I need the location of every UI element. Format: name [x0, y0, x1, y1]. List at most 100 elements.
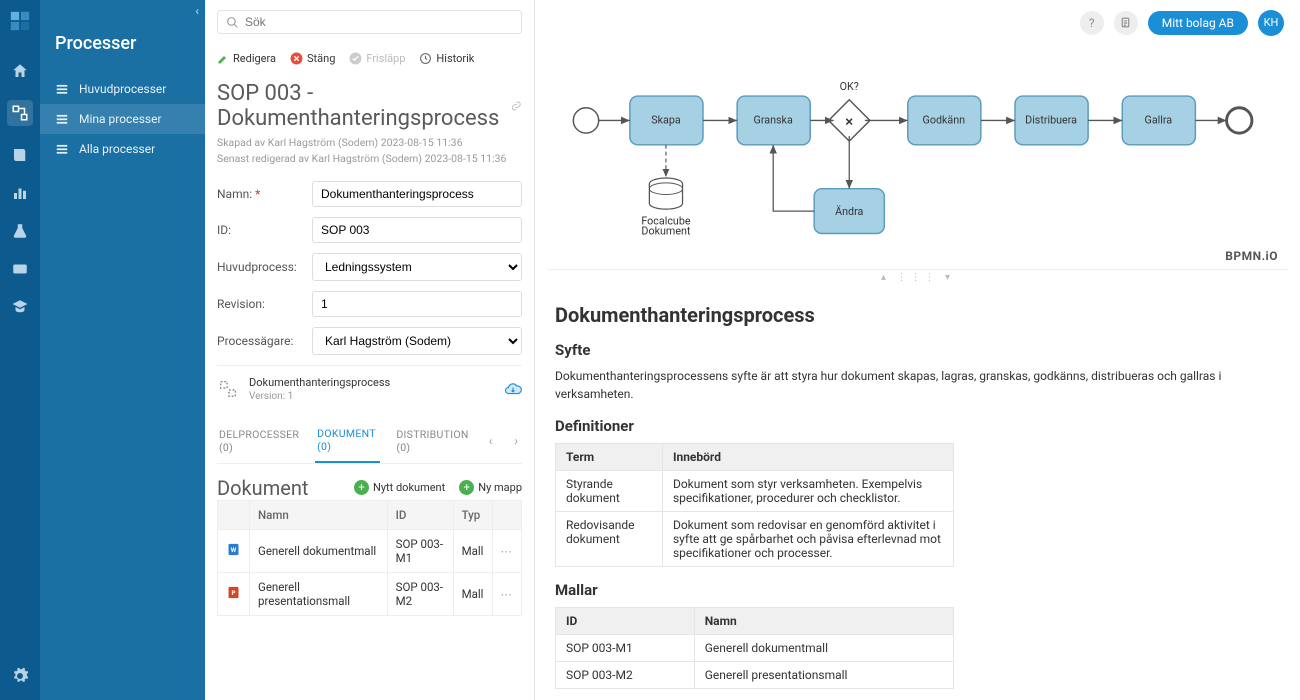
close-icon — [290, 52, 303, 65]
pencil-icon — [217, 53, 229, 65]
settings-icon[interactable] — [11, 667, 29, 685]
app-logo-icon — [9, 10, 31, 32]
name-input[interactable] — [312, 181, 522, 207]
documents-table: Namn ID Typ W Generell dokumentmall SOP … — [217, 500, 522, 616]
definitions-table: TermInnebörd Styrande dokumentDokument s… — [555, 443, 954, 567]
p-syfte: Dokumenthanteringsprocessens syfte är at… — [555, 367, 1280, 403]
heading-mallar: Mallar — [555, 581, 1280, 599]
tab-subprocesses[interactable]: DELPROCESSER (0) — [217, 420, 301, 462]
svg-text:Distribuera: Distribuera — [1025, 113, 1077, 126]
list-icon — [55, 112, 69, 126]
svg-text:Dokument: Dokument — [641, 225, 690, 238]
file-version: Version: 1 — [249, 390, 390, 403]
sidenav-label: Huvudprocesser — [79, 82, 166, 96]
bpmn-start-event[interactable] — [573, 108, 598, 133]
tab-distribution[interactable]: DISTRIBUTION (0) — [394, 420, 470, 462]
bpmn-end-event[interactable] — [1227, 108, 1252, 133]
svg-text:Granska: Granska — [754, 113, 793, 126]
process-file-icon — [217, 378, 239, 400]
user-avatar[interactable]: KH — [1258, 10, 1284, 36]
heading-syfte: Syfte — [555, 341, 1280, 359]
sidenav-item-alla-processer[interactable]: Alla processer — [40, 134, 205, 164]
clipboard-icon[interactable] — [1114, 11, 1138, 35]
col-id: ID — [387, 500, 453, 529]
bpmn-datastore[interactable] — [649, 178, 682, 209]
graduate-icon[interactable] — [11, 298, 29, 316]
card-icon[interactable] — [11, 260, 29, 278]
col-name: Namn — [250, 500, 388, 529]
help-icon[interactable]: ? — [1080, 11, 1104, 35]
svg-text:OK?: OK? — [840, 80, 859, 93]
svg-text:Godkänn: Godkänn — [923, 113, 966, 126]
search-icon — [226, 16, 239, 29]
documents-heading: Dokument — [217, 476, 308, 500]
table-row[interactable]: P Generell presentationsmall SOP 003-M2 … — [218, 572, 522, 615]
list-icon — [55, 82, 69, 96]
id-label: ID: — [217, 223, 312, 237]
row-actions-icon[interactable]: ⋯ — [492, 572, 522, 615]
tab-nav-right[interactable]: › — [510, 434, 522, 448]
owner-label: Processägare: — [217, 334, 312, 348]
tabs: DELPROCESSER (0) DOKUMENT (0) DISTRIBUTI… — [217, 419, 522, 464]
sidenav-item-huvudprocesser[interactable]: Huvudprocesser — [40, 74, 205, 104]
side-navigation: ‹ Processer Huvudprocesser Mina processe… — [40, 0, 205, 700]
rev-input[interactable] — [312, 291, 522, 317]
release-button: Frisläpp — [349, 52, 405, 65]
name-label: Namn: — [217, 187, 312, 201]
svg-text:✕: ✕ — [845, 115, 854, 128]
doc-title: SOP 003 - Dokumenthanteringsprocess — [217, 81, 522, 131]
new-doc-button[interactable]: +Nytt dokument — [354, 480, 445, 495]
cloud-download-icon[interactable] — [504, 380, 522, 398]
tab-nav-left[interactable]: ‹ — [485, 434, 497, 448]
home-icon[interactable] — [11, 62, 29, 80]
table-row[interactable]: W Generell dokumentmall SOP 003-M1 Mall … — [218, 529, 522, 572]
form-panel: Redigera Stäng Frisläpp Historik SOP 003… — [205, 0, 535, 700]
article-title: Dokumenthanteringsprocess — [555, 303, 1280, 327]
sidenav-label: Mina processer — [79, 112, 162, 126]
flask-icon[interactable] — [11, 222, 29, 240]
top-bar: ? Mitt bolag AB KH — [535, 0, 1300, 45]
svg-text:P: P — [231, 589, 235, 597]
resize-handle[interactable]: ▴ ⋮⋮⋮ ▾ — [535, 270, 1300, 285]
heading-def: Definitioner — [555, 417, 1280, 435]
process-icon[interactable] — [7, 100, 33, 126]
search-box[interactable] — [217, 10, 522, 34]
new-folder-button[interactable]: +Ny mapp — [459, 480, 522, 495]
chart-icon[interactable] — [11, 184, 29, 202]
svg-text:Gallra: Gallra — [1145, 113, 1173, 126]
table-row: Styrande dokumentDokument som styr verks… — [556, 471, 954, 512]
bpmn-watermark: BPMN.iO — [1225, 249, 1278, 263]
tab-documents[interactable]: DOKUMENT (0) — [315, 419, 380, 463]
id-input[interactable] — [312, 217, 522, 243]
check-icon — [349, 52, 362, 65]
row-actions-icon[interactable]: ⋯ — [492, 529, 522, 572]
file-name: Dokumenthanteringsprocess — [249, 376, 390, 390]
form-toolbar: Redigera Stäng Frisläpp Historik — [205, 44, 534, 69]
col-type: Typ — [453, 500, 492, 529]
book-icon[interactable] — [11, 146, 29, 164]
ppt-file-icon: P — [226, 585, 241, 600]
sidenav-item-mina-processer[interactable]: Mina processer — [40, 104, 205, 134]
svg-text:Skapa: Skapa — [651, 113, 681, 126]
article-content: Dokumenthanteringsprocess Syfte Dokument… — [535, 285, 1300, 700]
rev-label: Revision: — [217, 297, 312, 311]
main-area: ? Mitt bolag AB KH Skapa Granska — [535, 0, 1300, 700]
owner-select[interactable]: Karl Hagström (Sodem) — [312, 327, 522, 355]
collapse-sidebar-icon[interactable]: ‹ — [195, 4, 199, 18]
link-icon[interactable] — [511, 99, 522, 113]
parent-select[interactable]: Ledningssystem — [312, 253, 522, 281]
history-button[interactable]: Historik — [419, 52, 474, 65]
search-input[interactable] — [245, 15, 513, 29]
table-row: SOP 003-M2Generell presentationsmall — [556, 662, 954, 689]
word-file-icon: W — [226, 542, 241, 557]
templates-table: IDNamn SOP 003-M1Generell dokumentmall S… — [555, 607, 954, 689]
company-pill[interactable]: Mitt bolag AB — [1148, 11, 1248, 35]
bpmn-diagram[interactable]: Skapa Granska ✕ OK? Godkänn Distribuera … — [547, 45, 1288, 270]
parent-label: Huvudprocess: — [217, 260, 312, 274]
table-row: Redovisande dokumentDokument som redovis… — [556, 512, 954, 567]
close-button[interactable]: Stäng — [290, 52, 335, 65]
app-title: Processer — [40, 8, 205, 74]
edit-button[interactable]: Redigera — [217, 52, 276, 65]
list-icon — [55, 142, 69, 156]
file-card: Dokumenthanteringsprocess Version: 1 — [217, 365, 522, 413]
